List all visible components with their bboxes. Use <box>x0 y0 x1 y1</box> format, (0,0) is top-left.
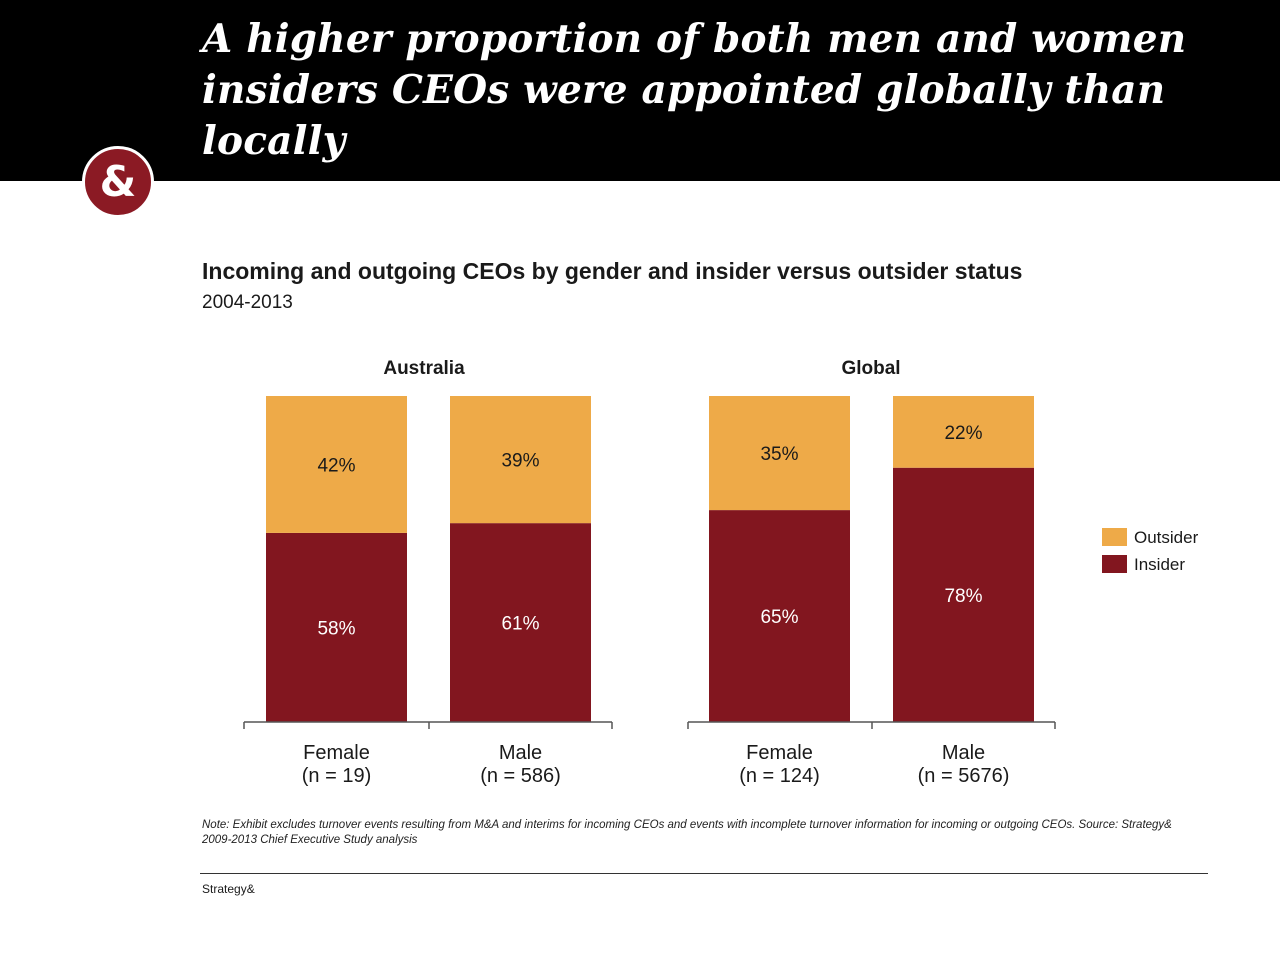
category-n-australia-male: (n = 586) <box>480 765 561 787</box>
bar-insider-australia-female <box>266 532 407 722</box>
headline: A higher proportion of both men and wome… <box>202 16 1187 164</box>
data-label-outsider-australia-female: 42% <box>317 455 355 476</box>
bar-outsider-australia-female <box>266 396 407 533</box>
data-label-outsider-australia-male: 39% <box>501 451 539 472</box>
data-label-insider-australia-male: 61% <box>501 614 539 635</box>
category-n-australia-female: (n = 19) <box>302 765 371 787</box>
data-label-outsider-global-female: 35% <box>760 444 798 465</box>
chart-subtitle: 2004-2013 <box>202 292 293 313</box>
data-label-insider-global-male: 78% <box>944 586 982 607</box>
category-label-global-male: Male <box>942 742 985 764</box>
ampersand-logo-icon: & <box>82 146 154 218</box>
category-n-global-female: (n = 124) <box>739 765 820 787</box>
bar-outsider-global-male <box>893 396 1034 468</box>
legend-swatch-insider <box>1102 555 1127 573</box>
bar-insider-global-female <box>709 510 850 722</box>
data-label-insider-australia-female: 58% <box>317 618 355 639</box>
data-label-insider-global-female: 65% <box>760 607 798 628</box>
category-label-global-female: Female <box>746 742 813 764</box>
category-label-australia-male: Male <box>499 742 542 764</box>
bar-insider-global-male <box>893 467 1034 722</box>
source-note: Note: Exhibit excludes turnover events r… <box>202 819 1172 846</box>
category-n-global-male: (n = 5676) <box>918 765 1010 787</box>
chart-title: Incoming and outgoing CEOs by gender and… <box>202 258 1023 284</box>
legend-label-outsider: Outsider <box>1134 528 1199 547</box>
category-label-australia-female: Female <box>303 742 370 764</box>
bar-outsider-australia-male <box>450 396 591 524</box>
data-label-outsider-global-male: 22% <box>944 423 982 444</box>
panel-title-global: Global <box>841 358 900 379</box>
bar-insider-australia-male <box>450 523 591 722</box>
footer-brand: Strategy& <box>202 882 255 896</box>
bar-outsider-global-female <box>709 396 850 511</box>
header-band <box>0 0 1280 181</box>
panel-title-australia: Australia <box>383 358 465 379</box>
legend-label-insider: Insider <box>1134 555 1185 574</box>
legend-swatch-outsider <box>1102 528 1127 546</box>
footer-divider <box>200 873 1208 874</box>
